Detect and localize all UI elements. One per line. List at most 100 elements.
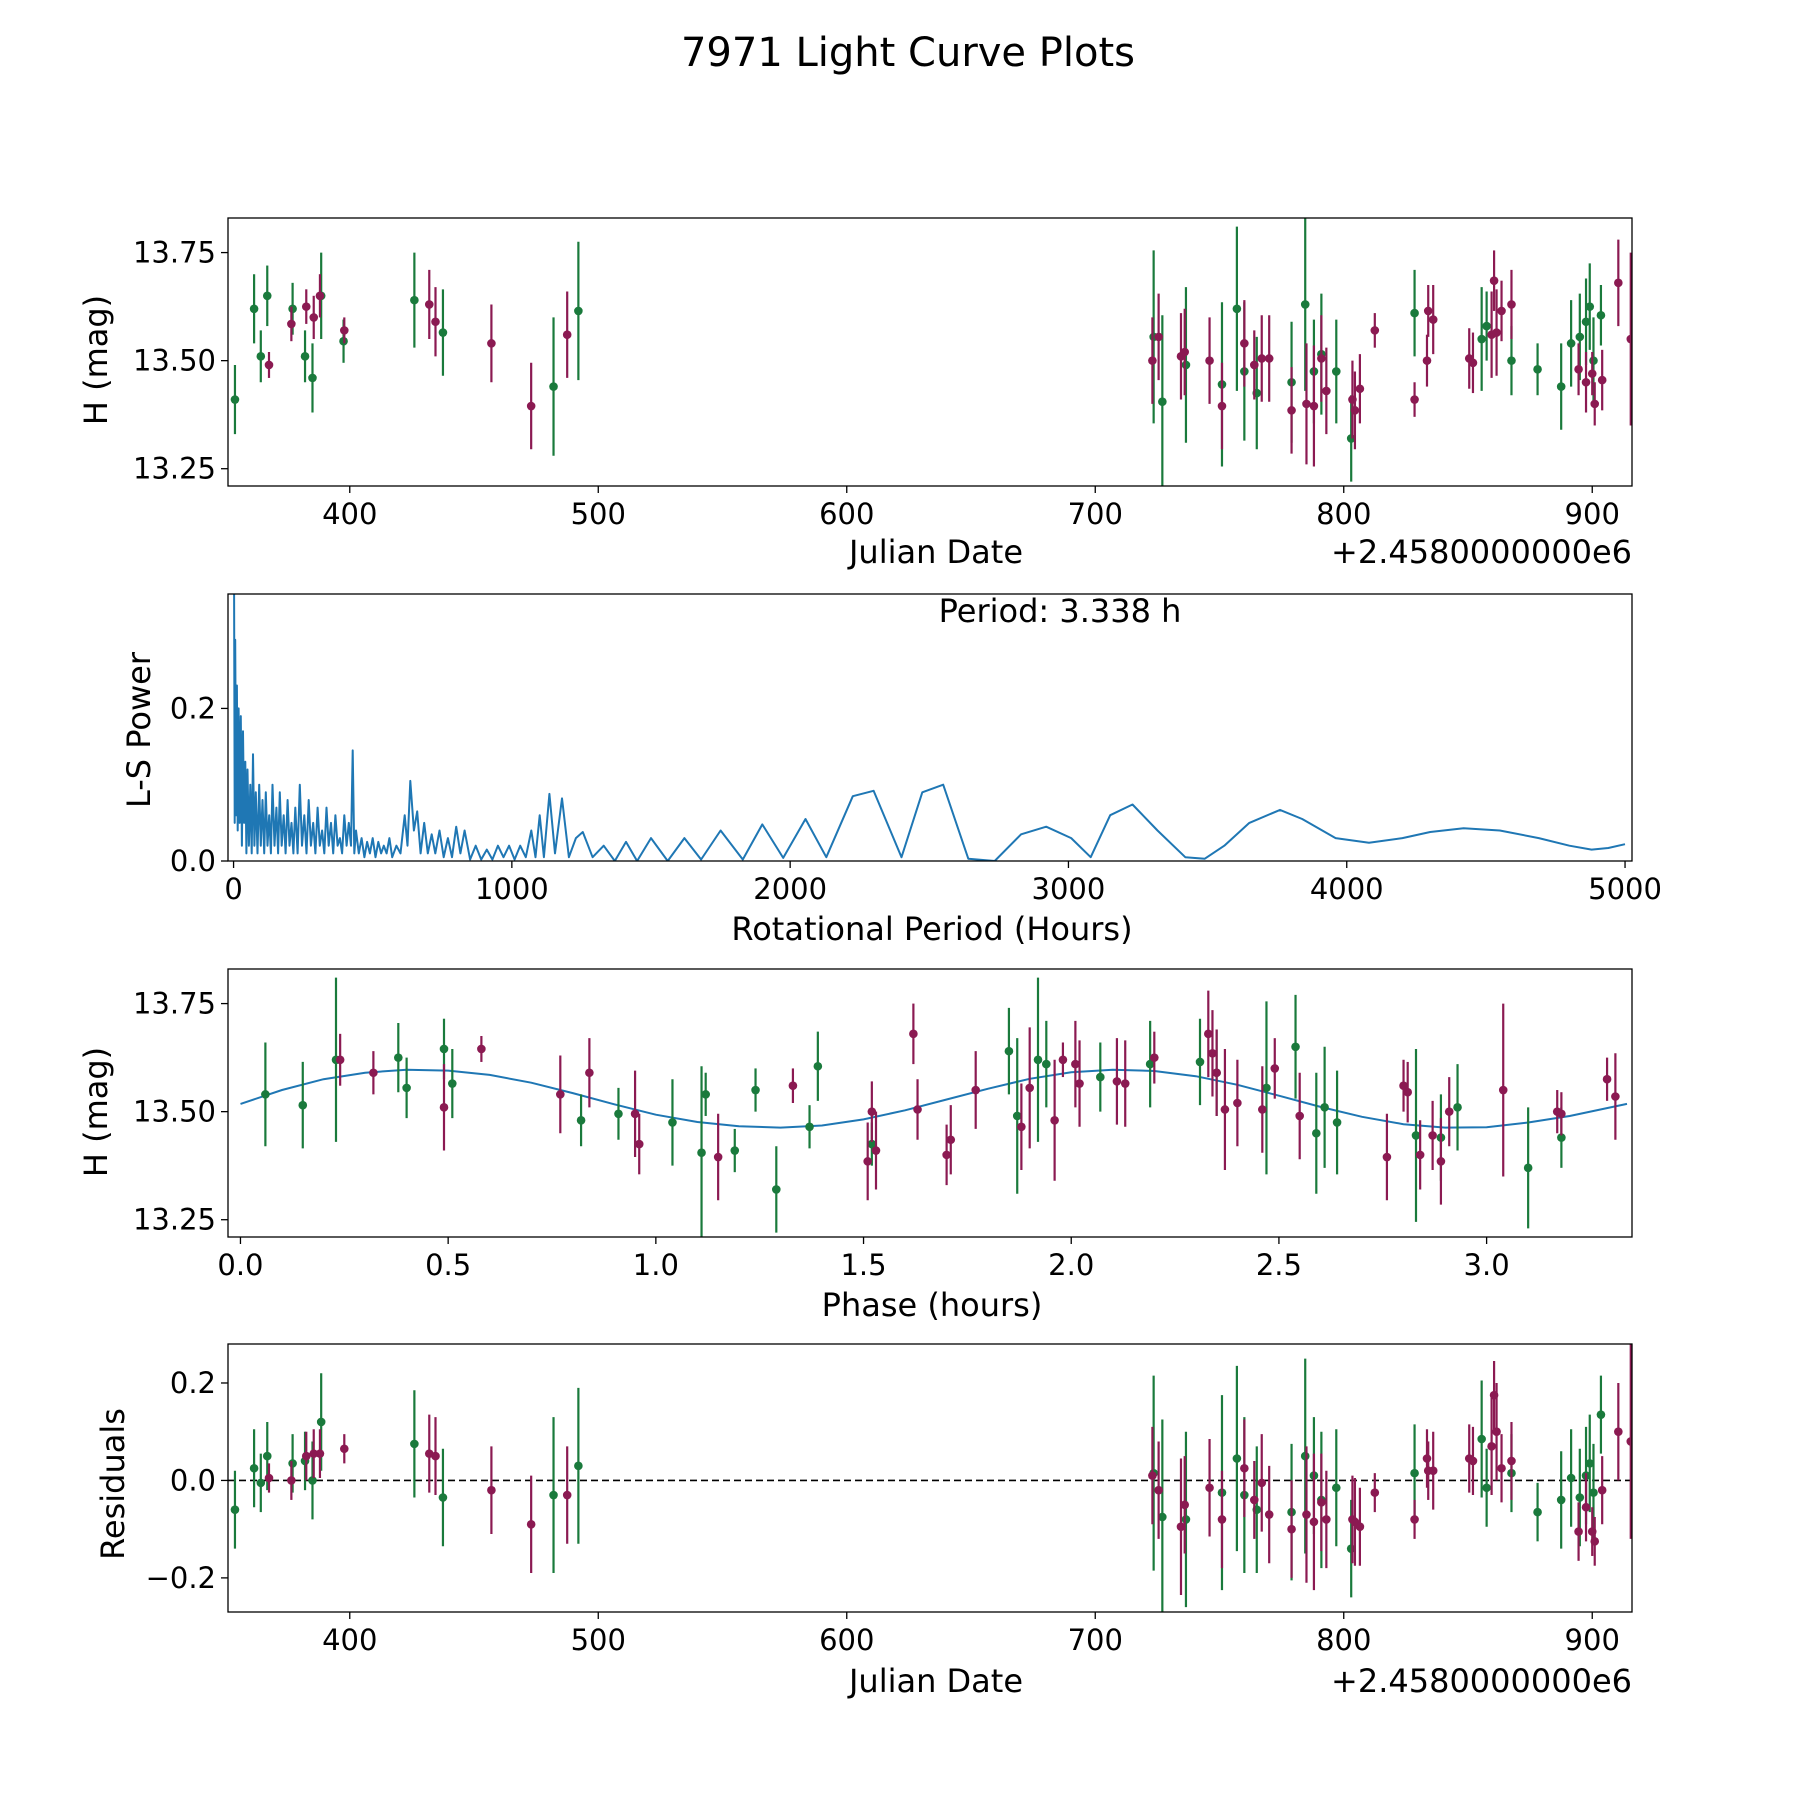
green-data-point — [1232, 1454, 1242, 1463]
green-data-point — [402, 1083, 411, 1093]
lightcurve-offset-text: +2.4580000000e6 — [1331, 533, 1632, 571]
purple-data-point — [1355, 1522, 1365, 1532]
green-data-point — [1585, 1459, 1595, 1468]
purple-data-point — [1220, 1105, 1230, 1114]
residuals-ylabel: Residuals — [94, 1408, 132, 1560]
purple-data-point — [1205, 356, 1214, 365]
purple-data-point — [1322, 386, 1331, 396]
green-data-point — [298, 1100, 308, 1110]
period-annotation: Period: 3.338 h — [939, 592, 1182, 630]
purple-data-point — [315, 1449, 325, 1458]
purple-data-point — [526, 1519, 536, 1529]
residuals-ytick-label: −0.2 — [146, 1561, 216, 1595]
purple-data-point — [1497, 1463, 1506, 1473]
periodogram-xtick-label: 5000 — [1588, 872, 1662, 906]
green-data-point — [262, 1451, 272, 1461]
periodogram-xtick-label: 0 — [224, 872, 242, 906]
purple-data-point — [562, 330, 572, 340]
green-data-point — [288, 304, 297, 314]
green-data-point — [438, 328, 448, 337]
periodogram-xtick-label: 3000 — [1032, 872, 1106, 906]
purple-data-point — [424, 300, 434, 309]
purple-data-point — [871, 1146, 881, 1155]
purple-data-point — [1444, 1107, 1454, 1116]
green-data-point — [813, 1061, 823, 1071]
purple-data-point — [1264, 354, 1274, 363]
phase-xtick-label: 2.5 — [1256, 1248, 1302, 1282]
green-data-point — [701, 1090, 710, 1099]
purple-data-point — [946, 1135, 956, 1145]
sinusoid-fit-line — [240, 1068, 1628, 1129]
purple-data-point — [264, 1473, 274, 1483]
purple-data-point — [1590, 1537, 1600, 1546]
green-data-point — [1331, 367, 1341, 376]
purple-data-point — [264, 360, 274, 370]
purple-data-point — [867, 1107, 877, 1116]
ls-power-line — [233, 594, 1626, 861]
purple-data-point — [487, 339, 496, 348]
purple-data-point — [1468, 358, 1478, 368]
lightcurve-plot-area — [230, 218, 1632, 486]
green-data-point — [249, 1463, 259, 1473]
phase-axes-frame — [227, 968, 1633, 1238]
purple-data-point — [1148, 1471, 1157, 1480]
lightcurve-xtick-label: 600 — [819, 497, 874, 531]
purple-data-point — [1492, 1427, 1501, 1437]
purple-data-point — [1287, 406, 1296, 415]
phase-xtick-label: 3.0 — [1464, 1248, 1510, 1282]
green-data-point — [1556, 1495, 1566, 1505]
green-data-point — [1033, 1055, 1043, 1065]
green-data-point — [1482, 1483, 1491, 1493]
residuals-xlabel: Julian Date — [847, 1662, 1023, 1700]
green-data-point — [1410, 308, 1419, 318]
residuals-xtick-label: 700 — [1068, 1623, 1123, 1657]
purple-data-point — [1611, 1092, 1620, 1101]
phase-xtick-label: 2.0 — [1048, 1248, 1094, 1282]
green-data-point — [1410, 1468, 1419, 1478]
purple-data-point — [1071, 1059, 1080, 1069]
lightcurve-panel: Julian Date +2.4580000000e6 H (mag) 400 5… — [77, 217, 1633, 571]
purple-data-point — [309, 1449, 319, 1458]
green-data-point — [1596, 1410, 1606, 1419]
residuals-axes-frame — [227, 1343, 1633, 1613]
periodogram-ytick-label: 0.2 — [170, 691, 216, 725]
purple-data-point — [1120, 1079, 1130, 1088]
purple-data-point — [1217, 401, 1227, 411]
purple-data-point — [634, 1139, 644, 1149]
residuals-xtick-label: 500 — [571, 1623, 626, 1657]
residuals-xtick-label: 400 — [322, 1623, 377, 1657]
periodogram-xtick-label: 2000 — [753, 872, 827, 906]
purple-data-point — [1075, 1079, 1084, 1088]
purple-data-point — [585, 1068, 594, 1078]
green-data-point — [1477, 1434, 1486, 1444]
purple-data-point — [1428, 1131, 1437, 1140]
lightcurve-xtick-label: 400 — [322, 497, 377, 531]
periodogram-ytick-label: 0.0 — [170, 844, 216, 878]
phase-xtick-label: 1.5 — [840, 1248, 886, 1282]
purple-data-point — [1498, 1085, 1508, 1095]
purple-data-point — [1176, 1522, 1186, 1532]
figure-title: 7971 Light Curve Plots — [681, 30, 1135, 76]
purple-data-point — [526, 401, 536, 411]
green-data-point — [668, 1118, 677, 1127]
purple-data-point — [713, 1152, 723, 1162]
green-data-point — [1312, 1128, 1321, 1138]
purple-data-point — [1497, 306, 1506, 316]
purple-data-point — [431, 1451, 440, 1461]
purple-data-point — [1423, 306, 1433, 316]
purple-data-point — [1317, 354, 1326, 363]
purple-data-point — [369, 1068, 378, 1078]
green-data-point — [1004, 1046, 1014, 1056]
purple-data-point — [439, 1103, 449, 1112]
green-data-point — [1581, 317, 1591, 327]
purple-data-point — [1295, 1111, 1304, 1121]
green-data-point — [1158, 1512, 1167, 1522]
purple-data-point — [1581, 1502, 1591, 1512]
phase-panel: Phase (hours) H (mag) 0.0 0.5 1.0 1.5 2.0 2.5… — [77, 968, 1633, 1324]
green-data-point — [1158, 397, 1167, 407]
purple-data-point — [1370, 326, 1380, 335]
green-data-point — [410, 1439, 419, 1449]
purple-data-point — [1148, 356, 1157, 365]
purple-data-point — [1270, 1064, 1280, 1073]
purple-data-point — [1257, 1478, 1267, 1488]
